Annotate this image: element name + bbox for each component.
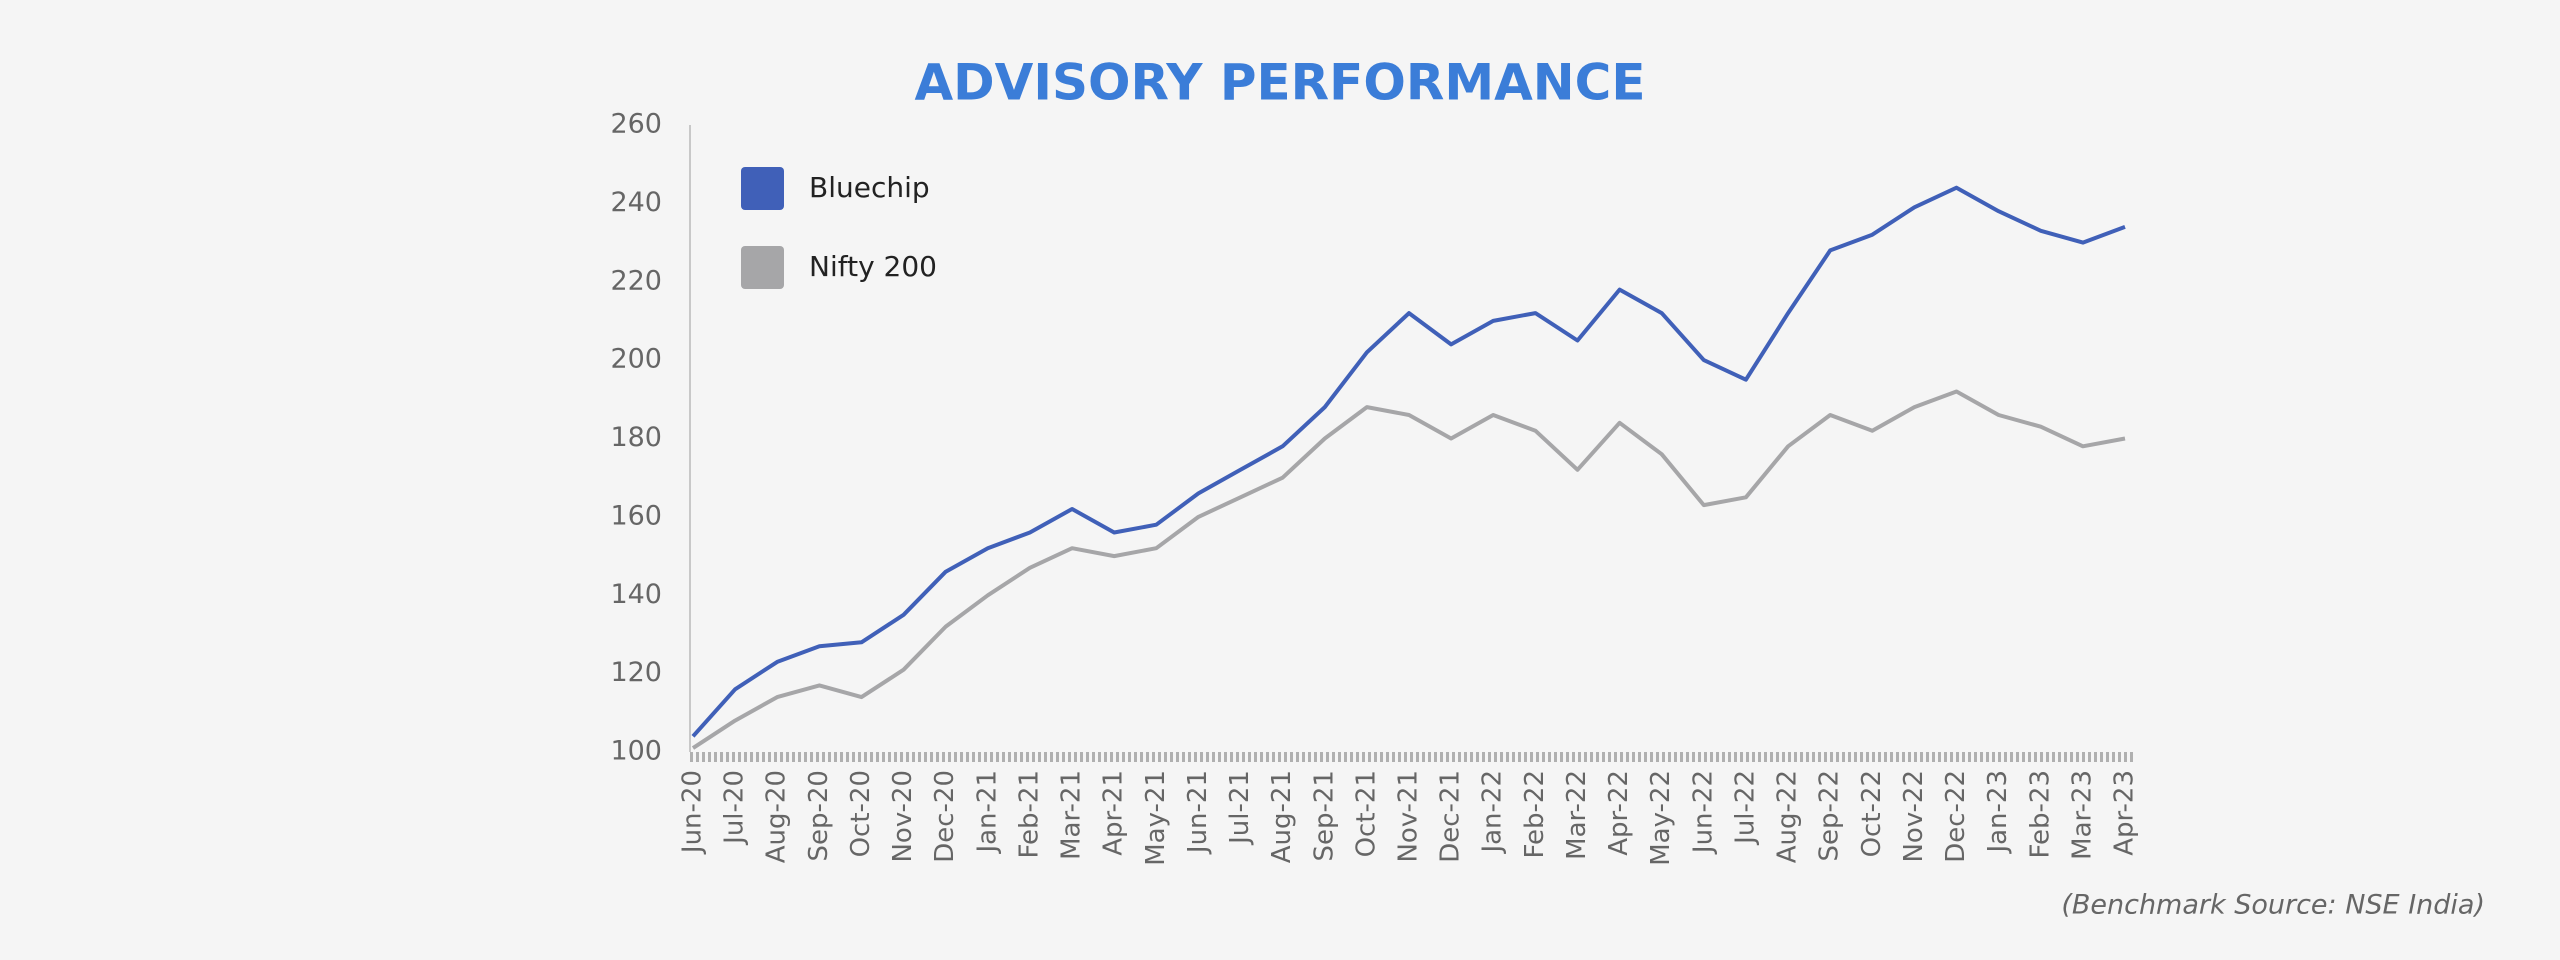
source-note: (Benchmark Source: NSE India): [2061, 890, 2485, 921]
x-tick-label: Feb-23: [2025, 770, 2055, 859]
legend-swatch: [741, 167, 784, 210]
x-tick-label: Apr-23: [2110, 770, 2140, 856]
legend-label: Bluechip: [809, 171, 930, 204]
x-tick-label: Jun-22: [1688, 770, 1718, 855]
x-tick-label: Dec-21: [1436, 770, 1466, 863]
x-tick-label: Mar-22: [1562, 770, 1592, 860]
x-axis-ticks: [690, 752, 2135, 762]
x-tick-label: Oct-22: [1857, 770, 1887, 857]
x-tick-label: Nov-20: [888, 770, 918, 863]
x-tick-label: Sep-22: [1815, 770, 1845, 861]
x-tick-label: Feb-22: [1520, 770, 1550, 859]
x-tick-label: Nov-22: [1899, 770, 1929, 863]
y-tick-label: 140: [610, 579, 662, 610]
y-tick-label: 220: [610, 265, 662, 296]
y-tick-label: 180: [610, 422, 662, 453]
x-tick-label: Sep-20: [804, 770, 834, 861]
x-tick-label: Feb-21: [1014, 770, 1044, 859]
x-tick-label: Jul-20: [720, 770, 750, 846]
y-tick-label: 260: [610, 109, 662, 140]
x-tick-label: Mar-23: [2067, 770, 2097, 860]
x-tick-label: Jul-21: [1225, 770, 1255, 846]
x-tick-label: Aug-20: [762, 770, 792, 863]
x-tick-label: May-21: [1141, 770, 1171, 866]
y-tick-label: 160: [610, 500, 662, 531]
x-tick-label: Jun-21: [1183, 770, 1213, 855]
series-line: [691, 389, 2126, 750]
x-tick-label: Oct-21: [1351, 770, 1381, 857]
x-tick-label: Jan-22: [1478, 770, 1508, 855]
series-line: [691, 185, 2126, 738]
x-tick-label: Jun-20: [678, 770, 708, 855]
x-tick-label: Sep-21: [1309, 770, 1339, 861]
x-tick-label: Aug-22: [1773, 770, 1803, 863]
y-tick-label: 240: [610, 187, 662, 218]
y-tick-label: 100: [610, 736, 662, 767]
legend-swatch: [741, 246, 784, 289]
x-tick-label: Oct-20: [846, 770, 876, 857]
x-tick-label: Jul-22: [1730, 770, 1760, 846]
x-tick-label: Dec-20: [930, 770, 960, 863]
x-tick-label: Jan-23: [1983, 770, 2013, 855]
legend-label: Nifty 200: [809, 250, 937, 283]
x-tick-label: Mar-21: [1057, 770, 1087, 860]
y-tick-label: 200: [610, 344, 662, 375]
x-tick-label: Dec-22: [1941, 770, 1971, 863]
y-tick-label: 120: [610, 657, 662, 688]
chart-title: ADVISORY PERFORMANCE: [914, 54, 1645, 112]
x-tick-label: Apr-22: [1604, 770, 1634, 856]
x-tick-label: Aug-21: [1267, 770, 1297, 863]
x-tick-label: Apr-21: [1099, 770, 1129, 856]
x-tick-label: Jan-21: [972, 770, 1002, 855]
x-tick-label: May-22: [1646, 770, 1676, 866]
x-tick-label: Nov-21: [1394, 770, 1424, 863]
